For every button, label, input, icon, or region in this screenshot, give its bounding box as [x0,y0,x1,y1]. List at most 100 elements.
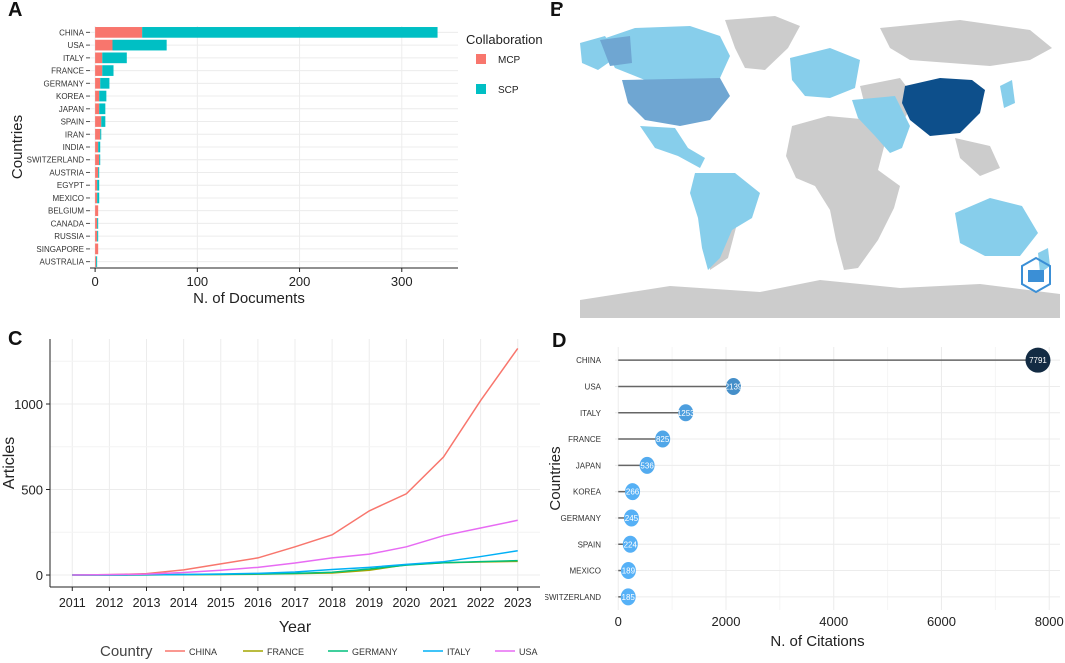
y-tick-label: 1000 [14,397,43,412]
legend-title: Collaboration [466,32,543,47]
bar-mcp [95,243,99,255]
bar-mcp [95,52,103,64]
x-tick-label: 100 [186,274,208,289]
legend-label-italy: ITALY [447,647,471,657]
y-axis-title: Countries [547,446,564,510]
legend-label-scp: SCP [498,85,519,96]
bar-scp [97,192,100,204]
lollipop-point [620,562,636,580]
legend-swatch-mcp [476,54,486,64]
legend-title: Country [100,643,153,660]
map-russia [880,20,1052,66]
lollipop-point [725,377,741,395]
x-tick-label: 0 [91,274,98,289]
y-tick-label: CHINA [59,28,85,37]
map-japan [1000,80,1015,108]
bar-scp [100,128,102,140]
lollipop-point [623,509,639,527]
legend-label-france: FRANCE [267,647,304,657]
x-tick-label: 0 [615,614,622,629]
y-tick-label: RUSSIA [54,232,84,241]
y-tick-label: MEXICO [569,567,601,576]
map-logo-icon [1021,256,1051,294]
x-tick-label: 6000 [927,614,956,629]
bar-chart-documents: CHINA USA ITALY FRANCE GERMANY KOREA JAPAN SPAI… [9,26,543,307]
y-tick-label: 0 [36,568,43,583]
y-tick-label: KOREA [56,92,85,101]
bar-scp [102,65,114,76]
bar-mcp [95,167,99,178]
legend-swatch-scp [476,84,486,94]
bar-mcp [95,205,99,217]
bar-scp [97,230,99,242]
lollipop-point [639,456,655,474]
y-tick-label: USA [68,41,85,50]
map-usa [622,78,730,126]
point-label: 536 [640,461,654,470]
map-se-asia [955,138,1000,176]
legend-label-china: CHINA [189,647,217,657]
x-tick-label: 2023 [504,596,532,610]
bar-scp [98,141,101,153]
map-new-zealand [1038,248,1050,273]
y-tick-label: FRANCE [51,67,84,76]
panel-d-label: D [552,330,567,352]
lollipop-point [1025,347,1051,373]
map-countries-none [580,16,1060,318]
bar-mcp [95,230,98,242]
map-middle-east [852,96,910,153]
point-label: 245 [625,514,639,523]
bar-scp [101,116,106,127]
bar-scp [100,77,110,89]
x-tick-label: 2015 [207,596,235,610]
bar-scp [99,103,106,115]
y-tick-label: AUSTRALIA [40,258,85,267]
bar-mcp [95,77,101,89]
map-europe [790,48,860,98]
lollipop-point [622,535,638,553]
map-greenland [725,16,800,70]
point-label: 185 [622,593,636,602]
x-axis-title: N. of Citations [770,633,864,650]
map-south-america [690,173,760,270]
y-tick-label: FRANCE [568,435,601,444]
bar-scp [97,179,100,191]
map-countries-high [902,78,985,136]
bar-mcp [95,103,100,115]
map-australia [955,198,1038,256]
point-label: 224 [624,540,638,549]
x-tick-label: 200 [289,274,311,289]
bar-mcp [95,90,100,102]
legend-label-germany: GERMANY [352,647,398,657]
point-label: 1253 [677,409,695,418]
map-countries-mid [600,36,730,126]
bar-scp [99,90,107,102]
y-tick-label: INDIA [63,143,85,152]
bar-mcp [95,141,99,153]
map-mexico [640,126,705,168]
x-tick-label: 2020 [392,596,420,610]
point-label: 266 [626,488,640,497]
y-tick-label: CANADA [51,219,85,228]
y-tick-label: SINGAPORE [36,245,84,254]
x-tick-label: 2011 [59,596,86,610]
y-tick-label: SPAIN [578,540,602,549]
lollipop-point [655,430,671,448]
point-label: 189 [622,567,636,576]
y-axis-title: Countries [9,115,26,179]
y-tick-label: SWITZERLAND [545,593,601,602]
y-tick-label: KOREA [573,488,602,497]
y-tick-label: CHINA [576,356,602,365]
x-tick-label: 8000 [1035,614,1064,629]
bar-mcp [95,65,103,76]
bar-scp [112,39,167,51]
x-tick-label: 2000 [712,614,741,629]
x-tick-label: 2019 [355,596,383,610]
point-label: 2139 [725,382,743,391]
line-chart-articles: 0 500 1000 2011 2012 2013 2014 2015 2016 2017 2018… [1,339,540,660]
y-tick-label: 500 [21,483,43,498]
x-tick-label: 2014 [170,596,198,610]
y-tick-label: JAPAN [576,461,601,470]
map-canada [600,26,730,86]
bar-scp [142,27,438,38]
